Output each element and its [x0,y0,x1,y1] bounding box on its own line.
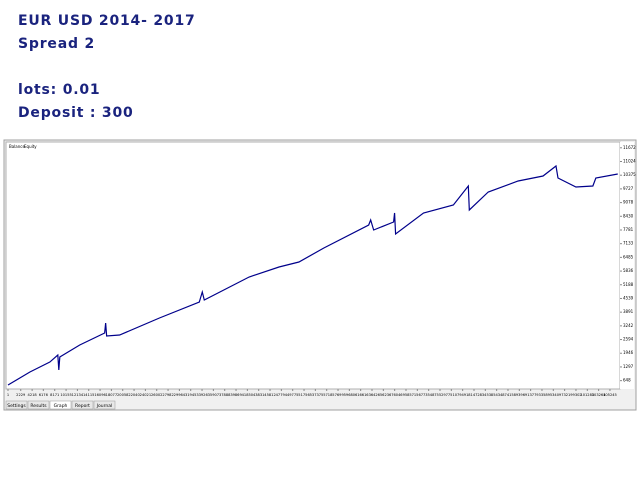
x-tick-label: 10155 [60,393,71,397]
tab-label: Results [30,403,47,409]
x-tick-label: 63642 [366,393,377,397]
x-tick-label: 53737 [310,393,321,397]
tab[interactable] [49,400,72,410]
legend-label: Equity [24,144,37,149]
tab[interactable] [5,400,28,410]
y-tick-label: 11672 [623,145,636,150]
y-axis-area [620,142,634,389]
tab-label: Report [75,403,90,409]
x-tick-label: 101283 [580,393,594,397]
y-tick-label: 5188 [623,282,634,287]
x-tick-label: 16096 [94,393,106,397]
x-tick-label: 31945 [185,393,196,397]
x-tick-label: 95340 [548,393,560,397]
y-tick-label: 5836 [623,268,634,273]
x-tick-label: 103264 [592,393,606,397]
x-tick-label: 35907 [208,393,219,397]
x-tick-label: 26002 [151,393,162,397]
x-tick-label: 83453 [480,393,491,397]
x-tick-label: 49775 [287,393,298,397]
x-tick-label: 81472 [468,393,479,397]
y-tick-label: 11024 [623,159,636,164]
x-tick-label: 79491 [457,393,468,397]
x-tick-label: 71567 [412,393,423,397]
x-tick-label: 97321 [559,393,570,397]
y-tick-label: 2594 [623,337,634,342]
x-tick-label: 87415 [502,393,513,397]
x-tick-label: 29964 [174,393,186,397]
tab-label: Graph [54,403,68,409]
x-tick-label: 6176 [39,393,49,397]
y-tick-label: 8430 [623,213,634,218]
legend-label: Balance [9,144,25,149]
y-tick-label: 3891 [623,309,634,314]
y-tick-label: 3242 [623,323,634,328]
y-tick-label: 9078 [623,200,634,205]
x-tick-label: 67604 [389,393,401,397]
x-tick-label: 20058 [117,393,129,397]
tab-label: Journal [96,403,113,409]
x-tick-label: 75529 [434,393,446,397]
tab-label: Settings [7,403,26,409]
tab[interactable] [27,400,50,410]
header-line: EUR USD 2014- 2017 [18,13,196,29]
x-tick-label: 18077 [106,393,117,397]
x-tick-label: 4218 [28,393,38,397]
x-tick-label: 27982 [162,393,173,397]
x-tick-label: 85434 [491,393,503,397]
x-tick-label: 51756 [298,393,310,397]
x-tick-label: 61661 [355,393,366,397]
y-tick-label: 1297 [623,364,634,369]
x-tick-label: 43831 [253,393,264,397]
x-tick-label: 89396 [514,393,526,397]
balance-line [7,164,618,386]
y-tick-label: 4539 [623,295,634,300]
y-tick-label: 7781 [623,227,634,232]
x-tick-label: 69585 [400,393,411,397]
header: EUR USD 2014- 2017 Spread 2 lots: 0.01 Depo… [18,10,196,125]
x-tick-label: 41850 [242,393,254,397]
header-line: Spread 2 [18,36,95,52]
x-tick-label: 57699 [332,393,344,397]
header-line: Deposit : 300 [18,105,134,121]
tab[interactable] [71,400,94,410]
y-tick-label: 9727 [623,186,634,191]
x-tick-label: 14115 [83,393,94,397]
x-tick-label: 59680 [344,393,356,397]
x-tick-label: 1 [7,393,9,397]
x-tick-label: 8171 [50,393,59,397]
x-tick-label: 73548 [423,393,435,397]
x-tick-label: 105245 [603,393,617,397]
x-tick-label: 12134 [72,393,84,397]
x-tick-label: 24021 [140,393,151,397]
x-tick-label: 55718 [321,393,333,397]
x-tick-label: 37888 [219,393,231,397]
y-tick-label: 1946 [623,350,634,355]
x-tick-label: 77510 [446,393,458,397]
y-tick-label: 648 [623,378,631,383]
plot-area [5,141,621,390]
x-tick-label: 91377 [525,393,536,397]
x-tick-label: 2229 [16,393,26,397]
tab[interactable] [93,400,116,410]
x-tick-label: 47794 [276,393,288,397]
y-tick-label: 7133 [623,241,634,246]
y-tick-label: 10375 [623,172,636,177]
x-tick-label: 39869 [230,393,242,397]
x-tick-label: 99302 [570,393,581,397]
x-tick-label: 33926 [196,393,208,397]
x-tick-label: 93358 [536,393,548,397]
header-line: lots: 0.01 [18,82,101,98]
x-tick-label: 65623 [378,393,389,397]
y-tick-label: 6485 [623,254,634,259]
x-tick-label: 45812 [264,393,275,397]
x-tick-label: 22040 [128,393,140,397]
